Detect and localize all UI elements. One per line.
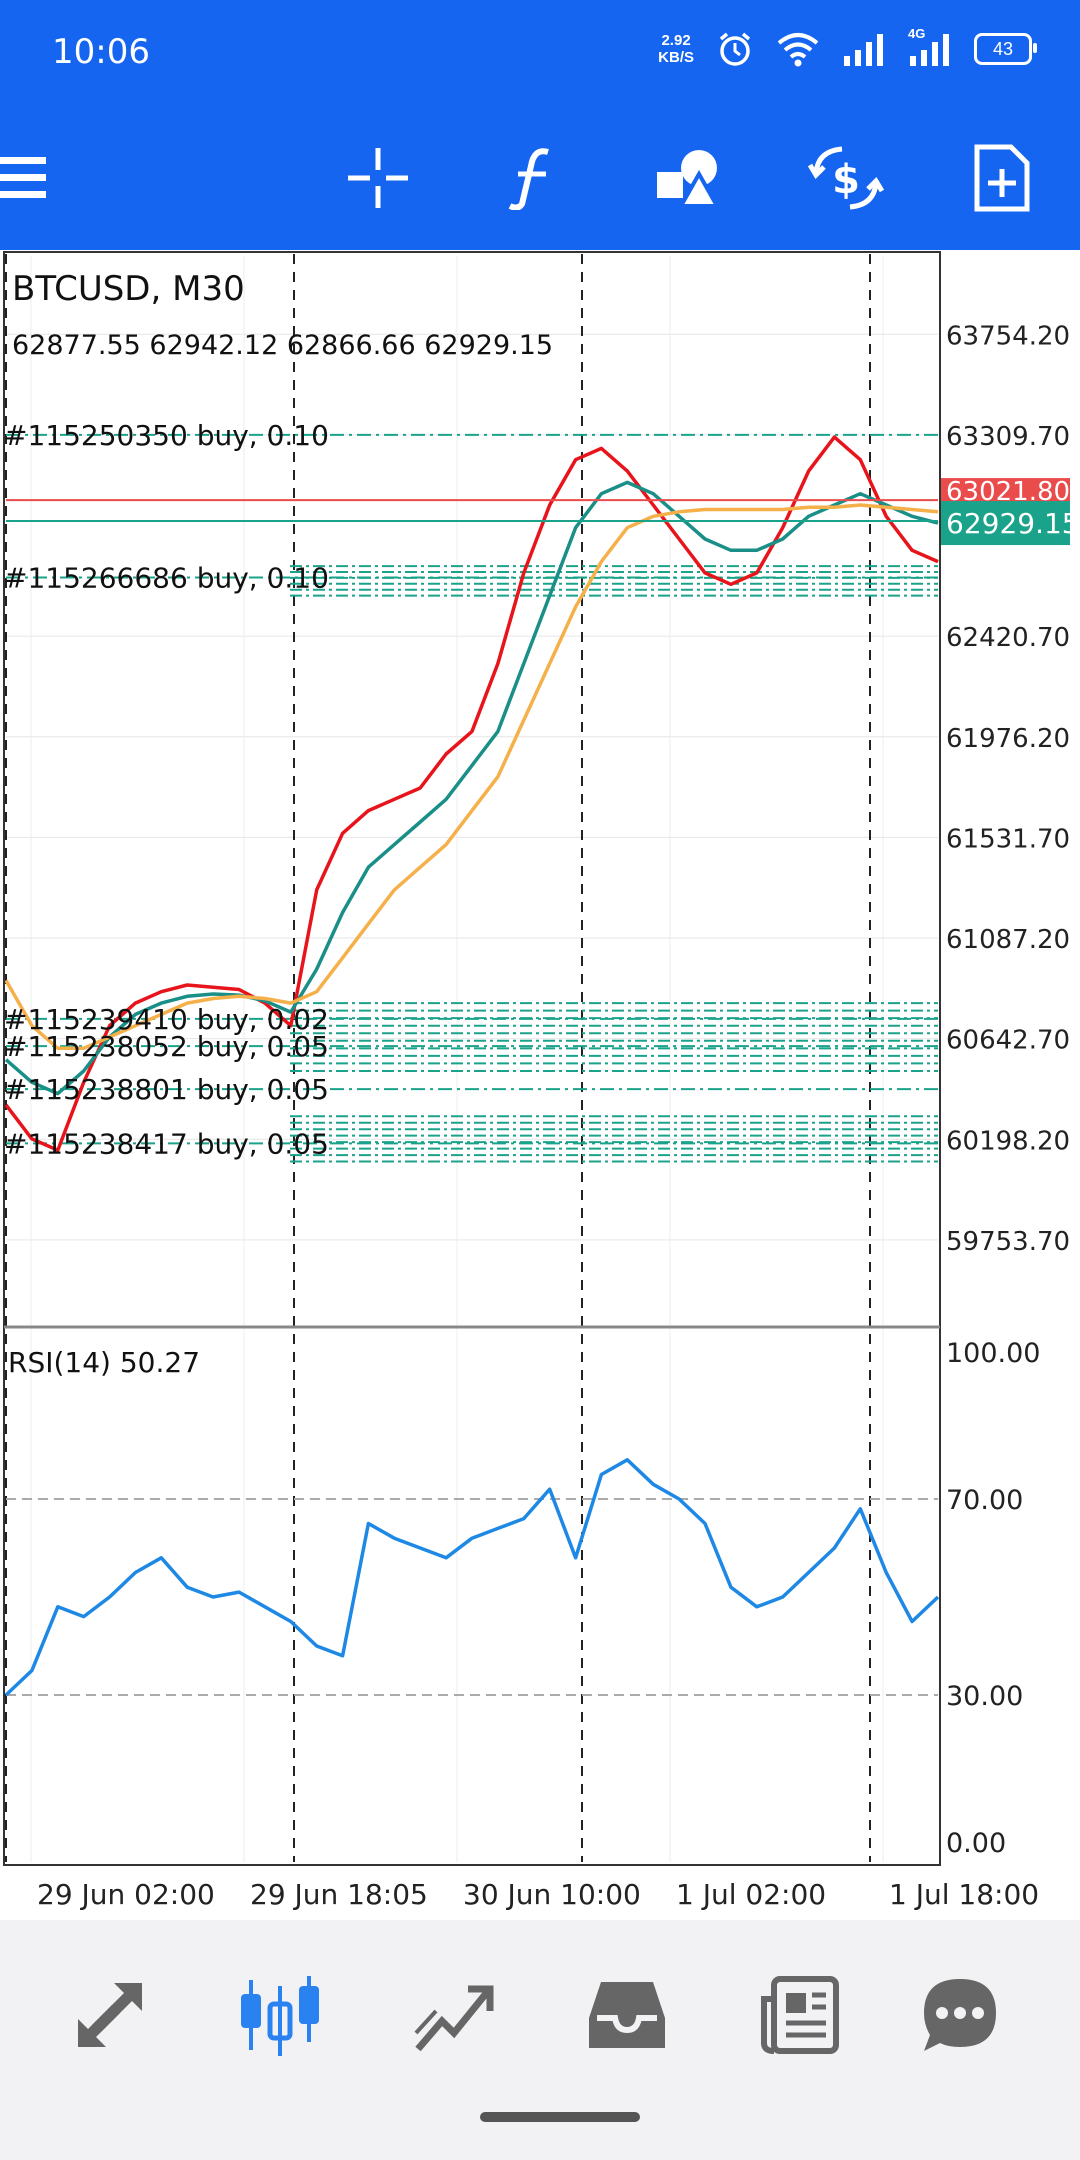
rsi-chart-frame [3,1326,941,1866]
nav-quotes[interactable] [55,1960,165,2070]
rsi-tick-label: 100.00 [946,1338,1040,1369]
time-tick-label: 29 Jun 02:00 [37,1878,215,1911]
crosshair-button[interactable] [330,130,426,226]
nav-news[interactable] [745,1960,855,2070]
nav-chat[interactable] [905,1960,1015,2070]
order-label: #115238417 buy, 0.05 [4,1127,329,1160]
nav-trade[interactable] [398,1960,508,2070]
home-indicator[interactable] [480,2112,640,2122]
menu-icon [0,157,46,198]
price-tick-label: 61087.20 [946,925,1070,955]
alarm-icon [719,32,751,66]
net-speed: 2.92 KB/S [658,32,694,66]
bid-price-tag [940,501,1070,546]
battery-level: 43 [992,38,1014,59]
time-tick-label: 29 Jun 18:05 [250,1878,428,1911]
order-label: #115238801 buy, 0.05 [4,1073,329,1106]
signal-4g: 4G [908,26,952,66]
trade-button[interactable]: $ [798,130,894,226]
price-tick-label: 61976.20 [946,724,1070,754]
new-order-icon [974,144,1030,212]
price-tick-label: 61531.70 [946,824,1070,854]
indicators-button[interactable] [486,130,582,226]
wifi-icon [777,33,819,67]
objects-icon [657,150,721,208]
status-icons: 2.92 KB/S 4G [658,26,1037,68]
indicators-icon [508,148,549,210]
price-tick-label: 63754.20 [946,321,1070,351]
order-label: #115250350 buy, 0.10 [4,419,329,452]
order-label: #115238052 buy, 0.05 [4,1030,329,1063]
signal-icon [844,34,883,66]
chart-area[interactable]: 63021.80 62929.15 63754.20 63309.70 62420.7… [0,250,1080,1920]
network-type-label: 4G [908,26,926,41]
net-speed-value: 2.92 [661,32,691,49]
price-tick-label: 60642.70 [946,1026,1070,1056]
new-order-button[interactable] [954,130,1050,226]
svg-text:$: $ [832,157,860,203]
status-bar: 10:06 2.92 KB/S 4G [0,0,1080,108]
nav-chart[interactable] [225,1960,335,2070]
chart-toolbar: $ [0,108,1080,250]
order-label: #115239410 buy, 0.02 [4,1003,329,1036]
ohlc-label: 62877.55 62942.12 62866.66 62929.15 [12,330,553,361]
rsi-line [4,1458,940,1697]
rsi-tick-label: 70.00 [946,1485,1023,1516]
trade-chart-icon [414,1985,494,2052]
objects-button[interactable] [642,130,738,226]
ma-fast-line [4,435,939,1152]
candlestick-chart-icon [241,1976,319,2056]
net-speed-unit: KB/S [658,49,694,66]
inbox-icon [589,1982,665,2048]
price-tick-label: 63309.70 [946,422,1070,452]
time-tick-label: 1 Jul 02:00 [676,1878,826,1911]
bottom-navigation [0,1920,1080,2160]
ma-slow-line [4,503,939,1051]
price-tick-label: 62420.70 [946,623,1070,653]
rsi-tick-label: 0.00 [946,1828,1006,1859]
menu-button[interactable] [0,130,72,226]
nav-history[interactable] [572,1960,682,2070]
chat-icon [924,1979,996,2051]
time-tick-label: 1 Jul 18:00 [889,1878,1039,1911]
symbol-label: BTCUSD, M30 [12,269,245,309]
signal-4g-icon [910,34,949,66]
battery-indicator: 43 [974,33,1037,65]
status-time: 10:06 [52,32,150,72]
main-chart-frame [3,251,941,1328]
bid-price-label: 62929.15 [946,507,1080,540]
news-icon [761,1976,839,2054]
time-tick-label: 30 Jun 10:00 [463,1878,641,1911]
trade-icon: $ [808,146,884,210]
price-tick-label: 59753.70 [946,1227,1070,1257]
crosshair-icon [348,148,408,208]
rsi-label: RSI(14) 50.27 [8,1346,200,1379]
quotes-icon [78,1983,142,2047]
order-label: #115266686 buy, 0.10 [4,561,329,594]
rsi-tick-label: 30.00 [946,1681,1023,1712]
price-tick-label: 60198.20 [946,1126,1070,1156]
ma-mid-line [4,480,939,1096]
